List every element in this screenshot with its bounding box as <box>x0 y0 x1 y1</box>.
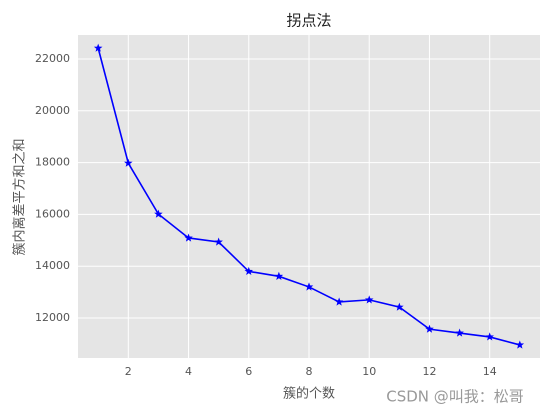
data-point <box>515 340 525 349</box>
data-point <box>214 237 223 246</box>
y-tick-label: 12000 <box>35 311 70 324</box>
x-tick-label: 12 <box>422 365 436 378</box>
data-point <box>304 282 314 291</box>
data-point <box>364 295 374 304</box>
data-point <box>124 158 133 167</box>
data-point <box>485 332 494 341</box>
y-tick-label: 14000 <box>35 259 70 272</box>
x-tick-label: 4 <box>185 365 192 378</box>
x-tick-label: 8 <box>306 365 313 378</box>
watermark: CSDN @叫我：松哥 <box>386 388 524 406</box>
data-point <box>244 266 254 276</box>
data-point <box>184 233 193 242</box>
data-point <box>154 209 163 218</box>
y-tick-label: 18000 <box>35 156 70 169</box>
data-point <box>395 302 404 311</box>
y-tick-label: 20000 <box>35 104 70 117</box>
x-tick-label: 14 <box>483 365 497 378</box>
data-point <box>425 324 434 333</box>
data-point <box>455 328 464 337</box>
y-axis-label: 簇内离差平方和之和 <box>12 138 28 255</box>
x-tick-label: 10 <box>362 365 376 378</box>
y-tick-label: 22000 <box>35 52 70 65</box>
chart-title: 拐点法 <box>286 12 331 30</box>
data-point <box>274 271 284 280</box>
x-tick-label: 6 <box>245 365 252 378</box>
data-point <box>93 43 103 52</box>
x-tick-label: 2 <box>125 365 132 378</box>
y-tick-label: 16000 <box>35 207 70 220</box>
x-axis-label: 簇的个数 <box>283 386 335 402</box>
data-point <box>334 297 344 306</box>
